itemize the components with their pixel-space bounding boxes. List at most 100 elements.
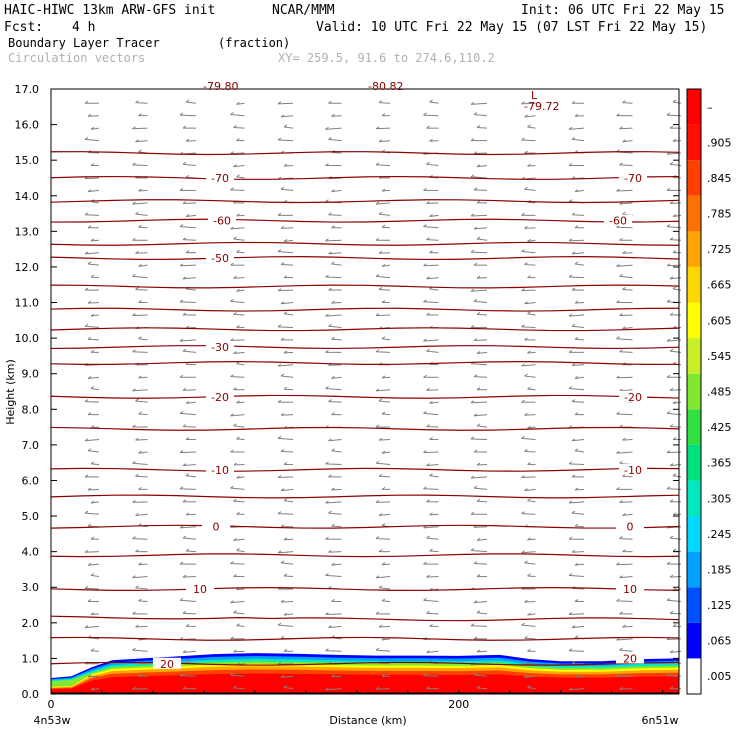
contour-label: -70	[624, 172, 642, 185]
circulation-vector	[473, 339, 488, 341]
vector-head	[574, 448, 579, 452]
circulation-vector	[568, 650, 585, 652]
circulation-vector	[90, 688, 100, 691]
circulation-vector	[233, 538, 245, 541]
circulation-vector	[378, 513, 391, 516]
contour-label: -60	[609, 215, 627, 228]
vector-head	[84, 323, 89, 327]
vector-head	[524, 488, 528, 491]
vector-head	[179, 561, 184, 565]
circulation-vector	[619, 688, 633, 690]
vector-head	[616, 263, 620, 267]
colorbar-frame	[686, 88, 702, 695]
vector-head	[132, 349, 136, 353]
circulation-vector	[138, 563, 148, 566]
circulation-vector	[521, 326, 536, 328]
x-end-left: 4n53w	[34, 714, 71, 727]
vector-head	[87, 300, 92, 304]
circulation-vector	[331, 302, 342, 304]
y-tick-label: 16.0	[15, 119, 40, 132]
vector-head	[283, 275, 288, 279]
circulation-vector	[325, 276, 342, 279]
vector-head	[470, 623, 475, 627]
vector-head	[179, 338, 184, 342]
vector-head	[138, 411, 142, 415]
circulation-vector	[87, 151, 100, 154]
contour-label: -20	[624, 391, 642, 404]
circulation-vector	[476, 313, 488, 316]
circulation-vectors	[84, 99, 682, 691]
vector-head	[280, 560, 285, 564]
circulation-vector	[132, 127, 148, 130]
vector-head	[470, 249, 475, 253]
circulation-vector	[90, 463, 100, 465]
vector-head	[473, 636, 478, 640]
vector-head	[527, 685, 531, 688]
circulation-vector	[84, 439, 100, 442]
vector-head	[132, 611, 136, 615]
vector-head	[429, 473, 433, 477]
temperature-contour	[50, 256, 680, 261]
vector-head	[90, 425, 95, 429]
vector-head	[521, 249, 525, 252]
colorbar-label: .305	[707, 492, 732, 505]
circulation-vector	[325, 314, 342, 317]
vector-head	[185, 250, 190, 254]
vector-head	[135, 549, 139, 553]
circulation-vector	[283, 613, 294, 616]
vector-head	[331, 412, 335, 416]
vector-head	[672, 548, 677, 552]
circulation-vector	[378, 140, 391, 143]
vector-head	[524, 373, 528, 377]
circulation-vector	[470, 102, 488, 105]
circulation-vector	[328, 138, 342, 142]
vector-head	[132, 575, 136, 579]
vector-head	[521, 435, 525, 439]
circulation-vector	[423, 339, 439, 342]
circulation-vector	[524, 637, 536, 640]
circulation-vector	[524, 675, 536, 678]
vector-head	[277, 661, 282, 665]
vector-head	[280, 337, 285, 341]
vector-head	[476, 125, 481, 128]
colorbar-label: .905	[707, 136, 732, 149]
circulation-vector	[378, 213, 391, 216]
vector-head	[277, 550, 282, 554]
circulation-vector	[476, 463, 488, 466]
vector-head	[328, 212, 332, 216]
vector-head	[476, 351, 481, 354]
circulation-vector	[135, 475, 148, 478]
vector-head	[182, 125, 187, 129]
contour-label-bg	[206, 390, 234, 402]
x-axis-title: Distance (km)	[329, 714, 406, 727]
vector-head	[423, 112, 427, 116]
circulation-vector	[473, 300, 488, 304]
circulation-vector	[571, 138, 585, 142]
circulation-vector	[568, 388, 585, 391]
circulation-vector	[429, 401, 439, 404]
circulation-vector	[233, 238, 245, 241]
vector-head	[182, 387, 187, 391]
vector-head	[325, 612, 329, 615]
circulation-vector	[470, 549, 488, 553]
vector-head	[87, 336, 92, 340]
circulation-vector	[90, 426, 100, 429]
vector-head	[669, 424, 674, 427]
circulation-vector	[182, 277, 197, 280]
vector-head	[138, 113, 142, 117]
vector-head	[182, 463, 187, 467]
vector-head	[423, 299, 427, 303]
vector-head	[325, 687, 329, 691]
circulation-vector	[521, 663, 536, 665]
x-end-right: 6n51w	[642, 714, 679, 727]
vector-head	[280, 448, 285, 452]
circulation-vector	[280, 600, 294, 603]
vector-head	[233, 311, 237, 315]
vector-head	[524, 674, 528, 678]
circulation-vector	[185, 401, 197, 404]
vector-head	[331, 487, 335, 491]
vector-head	[476, 275, 481, 279]
circulation-vector	[524, 414, 536, 416]
vector-head	[280, 225, 285, 229]
circulation-vector	[182, 537, 197, 540]
